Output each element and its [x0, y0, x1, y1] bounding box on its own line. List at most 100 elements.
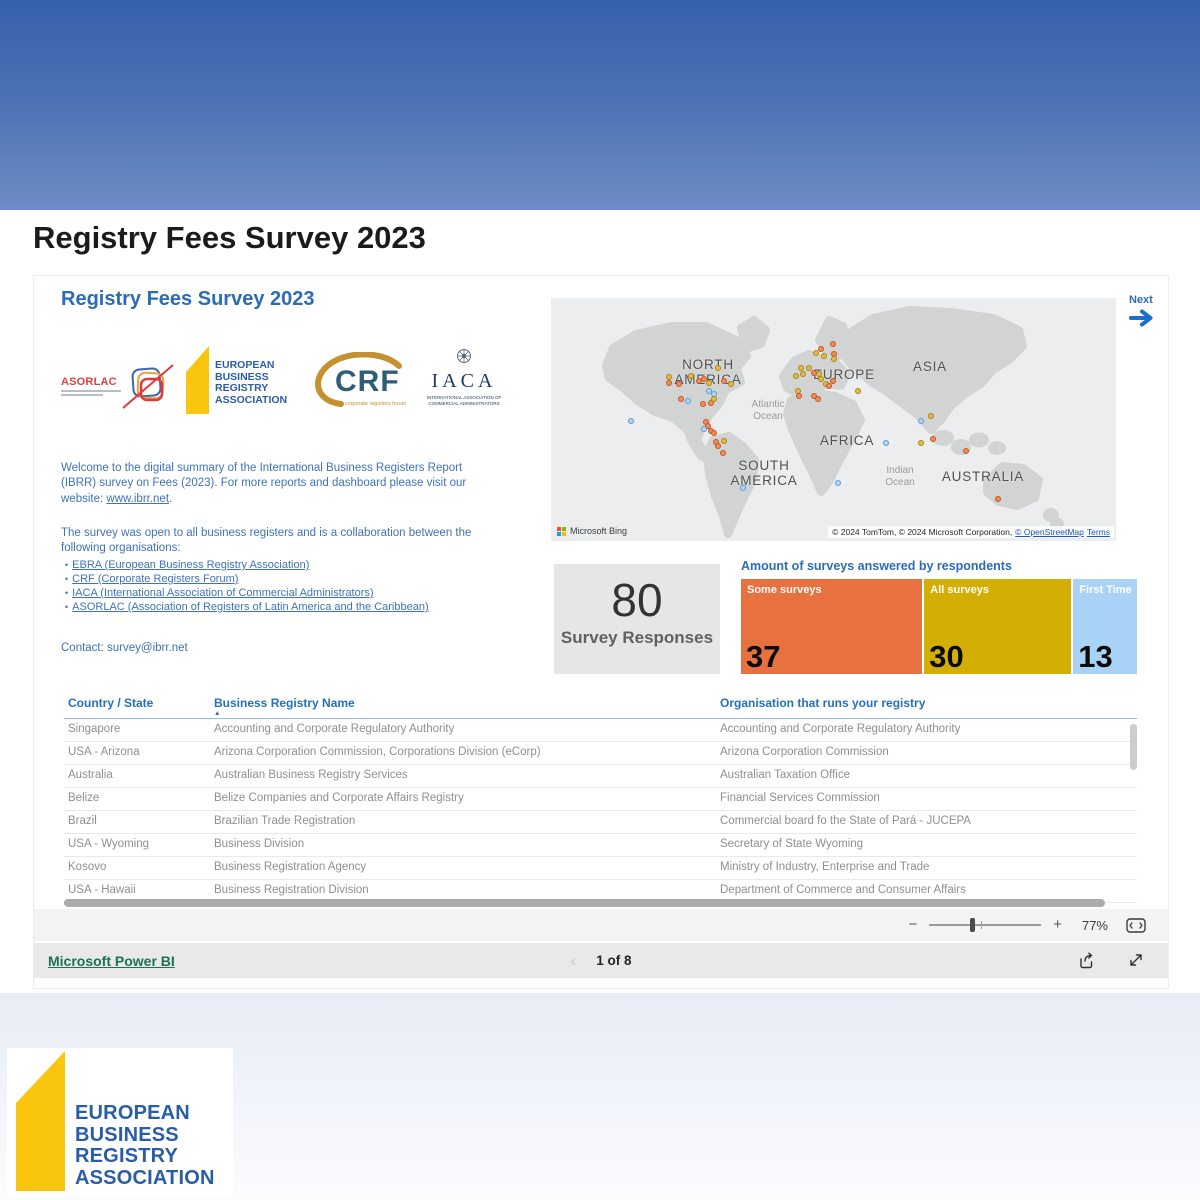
- report-heading: Registry Fees Survey 2023: [61, 288, 315, 310]
- table-row[interactable]: USA - Wyoming Business Division Secretary …: [64, 834, 1137, 857]
- segment-label: All surveys: [930, 584, 989, 596]
- map-data-point[interactable]: [815, 396, 821, 402]
- map-data-point[interactable]: [995, 496, 1001, 502]
- map-data-point[interactable]: [806, 365, 812, 371]
- fullscreen-icon[interactable]: [1128, 952, 1144, 968]
- zoom-in-button[interactable]: +: [1053, 916, 1062, 933]
- map-data-point[interactable]: [715, 365, 721, 371]
- map-data-point[interactable]: [688, 373, 694, 379]
- table-cell: Belize: [68, 792, 100, 804]
- map-data-point[interactable]: [685, 398, 691, 404]
- table-row[interactable]: Brazil Brazilian Trade Registration Commer…: [64, 811, 1137, 834]
- map-data-point[interactable]: [628, 418, 634, 424]
- map-data-point[interactable]: [821, 353, 827, 359]
- column-header-country[interactable]: Country / State: [68, 696, 154, 710]
- powerbi-embed: Registry Fees Survey 2023 ASORLAC: [33, 275, 1169, 989]
- map-label-asia: ASIA: [913, 359, 947, 374]
- map-data-point[interactable]: [700, 401, 706, 407]
- table-horizontal-scrollbar[interactable]: [64, 899, 1137, 908]
- next-page-button[interactable]: Next: [1129, 294, 1171, 332]
- world-map[interactable]: NORTHAMERICAEUROPEASIAAtlanticOceanAFRIC…: [551, 298, 1116, 541]
- map-data-point[interactable]: [813, 350, 819, 356]
- map-data-point[interactable]: [728, 381, 734, 387]
- map-data-point[interactable]: [830, 378, 836, 384]
- map-data-point[interactable]: [721, 438, 727, 444]
- hscroll-thumb[interactable]: [64, 899, 1105, 907]
- asorlac-subtext-line: [61, 390, 121, 392]
- map-data-point[interactable]: [855, 388, 861, 394]
- map-data-point[interactable]: [830, 341, 836, 347]
- table-cell: USA - Arizona: [68, 746, 140, 758]
- fit-to-page-icon[interactable]: [1126, 917, 1146, 933]
- map-data-point[interactable]: [701, 426, 707, 432]
- powerbi-link[interactable]: Microsoft Power BI: [48, 952, 175, 969]
- org-list-item: • CRF (Corporate Registers Forum): [65, 573, 429, 587]
- previous-page-chevron[interactable]: ‹: [570, 951, 577, 970]
- map-data-point[interactable]: [835, 480, 841, 486]
- map-data-point[interactable]: [918, 440, 924, 446]
- bullet-icon: •: [65, 588, 69, 598]
- map-data-point[interactable]: [666, 380, 672, 386]
- bing-logo[interactable]: Microsoft Bing: [557, 526, 627, 536]
- table-row[interactable]: Kosovo Business Registration Agency Minist…: [64, 857, 1137, 880]
- map-data-point[interactable]: [711, 396, 717, 402]
- share-icon[interactable]: [1078, 952, 1096, 969]
- map-data-point[interactable]: [831, 356, 837, 362]
- map-data-point[interactable]: [793, 373, 799, 379]
- map-data-point[interactable]: [676, 381, 682, 387]
- intro-paragraph: Welcome to the digital summary of the In…: [61, 461, 467, 505]
- map-attribution: © 2024 TomTom, © 2024 Microsoft Corporat…: [828, 526, 1114, 538]
- org-link[interactable]: ASORLAC (Association of Registers of Lat…: [72, 601, 429, 613]
- treemap-segment[interactable]: First Time 13: [1073, 579, 1137, 674]
- map-data-point[interactable]: [706, 380, 712, 386]
- map-data-point[interactable]: [928, 413, 934, 419]
- treemap-segment[interactable]: All surveys 30: [924, 579, 1072, 674]
- org-link[interactable]: CRF (Corporate Registers Forum): [72, 573, 239, 585]
- table-vertical-scrollbar[interactable]: [1130, 724, 1137, 770]
- zoom-slider[interactable]: [929, 917, 1042, 933]
- collaboration-paragraph: The survey was open to all business regi…: [61, 526, 472, 555]
- page-title: Registry Fees Survey 2023: [33, 220, 426, 255]
- table-cell: Arizona Corporation Commission: [720, 746, 889, 758]
- table-row[interactable]: Australia Australian Business Registry Se…: [64, 765, 1137, 788]
- map-data-point[interactable]: [818, 376, 824, 382]
- page-indicator: 1 of 8: [596, 953, 632, 968]
- map-data-point[interactable]: [800, 371, 806, 377]
- treemap-segment[interactable]: Some surveys 37: [741, 579, 923, 674]
- table-row[interactable]: Singapore Accounting and Corporate Regula…: [64, 719, 1137, 742]
- map-data-point[interactable]: [721, 378, 727, 384]
- org-link[interactable]: IACA (International Association of Comme…: [72, 587, 374, 599]
- ebra-logo-text: EUROPEAN BUSINESS REGISTRY ASSOCIATION: [215, 359, 288, 406]
- column-header-organisation[interactable]: Organisation that runs your registry: [720, 696, 926, 710]
- map-data-point[interactable]: [715, 443, 721, 449]
- table-row[interactable]: Belize Belize Companies and Corporate Aff…: [64, 788, 1137, 811]
- org-link[interactable]: EBRA (European Business Registry Associa…: [72, 559, 310, 571]
- openstreetmap-link[interactable]: © OpenStreetMap: [1015, 527, 1084, 537]
- map-data-point[interactable]: [666, 374, 672, 380]
- map-data-point[interactable]: [818, 346, 824, 352]
- zoom-slider-thumb[interactable]: [969, 918, 975, 932]
- ibrr-website-link[interactable]: www.ibrr.net: [106, 492, 170, 505]
- bullet-icon: •: [65, 574, 69, 584]
- map-data-point[interactable]: [678, 396, 684, 402]
- map-data-point[interactable]: [826, 383, 832, 389]
- map-data-point[interactable]: [796, 393, 802, 399]
- map-data-point[interactable]: [711, 430, 717, 436]
- map-data-point[interactable]: [963, 448, 969, 454]
- zoom-out-button[interactable]: −: [908, 916, 918, 933]
- contact-email-link[interactable]: survey@ibrr.net: [107, 641, 188, 654]
- map-data-point[interactable]: [918, 418, 924, 424]
- terms-link[interactable]: Terms: [1086, 527, 1110, 537]
- map-data-point[interactable]: [740, 485, 746, 491]
- table-row[interactable]: USA - Arizona Arizona Corporation Commiss…: [64, 742, 1137, 765]
- table-cell: Business Division: [214, 838, 305, 850]
- map-data-point[interactable]: [930, 436, 936, 442]
- table-cell: Australia: [68, 769, 113, 781]
- map-data-point[interactable]: [883, 440, 889, 446]
- table-cell: Kosovo: [68, 861, 107, 873]
- map-data-point[interactable]: [701, 376, 707, 382]
- map-data-point[interactable]: [798, 365, 804, 371]
- sort-ascending-icon: ▲: [214, 710, 221, 717]
- map-data-point[interactable]: [720, 450, 726, 456]
- column-header-registry-name[interactable]: Business Registry Name: [214, 696, 355, 710]
